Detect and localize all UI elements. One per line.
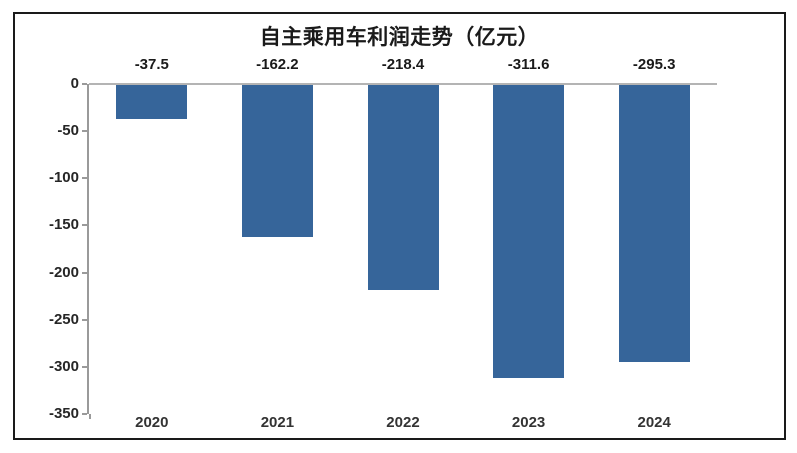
y-tick-mark bbox=[82, 177, 87, 180]
y-tick-label: 0 bbox=[70, 75, 79, 92]
y-tick-label: -350 bbox=[48, 405, 79, 422]
y-tick-mark bbox=[82, 365, 87, 368]
bar-value-label: -311.6 bbox=[507, 56, 550, 73]
bar bbox=[241, 84, 313, 237]
x-tick-label: 2022 bbox=[386, 414, 420, 431]
y-tick-mark bbox=[82, 130, 87, 133]
y-tick-mark bbox=[82, 413, 87, 415]
y-tick-mark bbox=[82, 271, 87, 274]
y-tick-label: -100 bbox=[48, 169, 79, 187]
x-axis-corner-tick bbox=[89, 414, 91, 419]
bar-value-label: -218.4 bbox=[381, 56, 425, 73]
zero-axis-line bbox=[89, 83, 717, 85]
x-tick-label: 2020 bbox=[135, 414, 169, 431]
y-tick-mark bbox=[82, 224, 87, 227]
x-tick-label: 2023 bbox=[511, 414, 546, 431]
y-tick-label: -150 bbox=[48, 216, 79, 234]
bar bbox=[116, 84, 188, 120]
bar bbox=[618, 84, 690, 363]
x-tick-label: 2024 bbox=[637, 414, 671, 431]
x-tick-label: 2021 bbox=[260, 414, 295, 431]
y-tick-label: -300 bbox=[48, 357, 79, 375]
bar-value-label: -37.5 bbox=[134, 56, 169, 73]
bar bbox=[493, 84, 565, 378]
y-tick-mark bbox=[82, 318, 87, 321]
chart-title: 自主乘用车利润走势（亿元） bbox=[259, 26, 540, 49]
y-tick-label: -250 bbox=[48, 310, 79, 328]
bar bbox=[367, 84, 439, 290]
y-tick-label: -50 bbox=[57, 122, 79, 140]
y-tick-label: -200 bbox=[48, 263, 79, 281]
y-tick-mark bbox=[82, 83, 87, 85]
plot-area: 0 -50 -100 -150 -200 -250 -300 -350 -37.5 2020 -16… bbox=[49, 56, 717, 431]
chart-frame: 自主乘用车利润走势（亿元） 0 -50 -100 -150 -200 -250 -300 -3… bbox=[13, 12, 786, 440]
bar-value-label: -162.2 bbox=[256, 56, 299, 73]
bar-value-label: -295.3 bbox=[632, 56, 676, 73]
